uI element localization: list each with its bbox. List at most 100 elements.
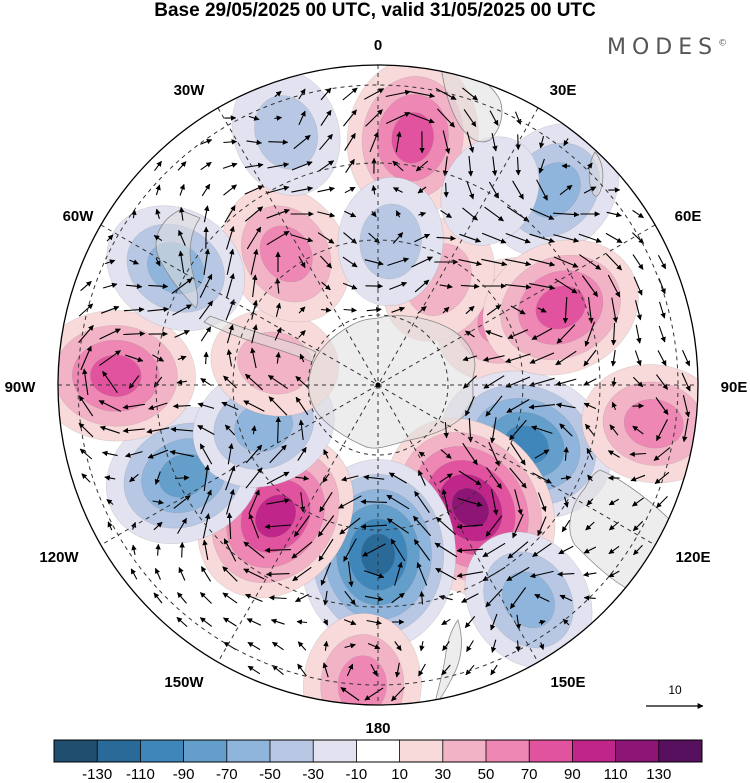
wind-arrow <box>655 397 669 415</box>
wind-arrow <box>489 110 499 126</box>
wind-arrow <box>489 417 497 444</box>
wind-arrow <box>248 115 260 121</box>
wind-arrow <box>245 444 263 464</box>
wind-arrow <box>440 209 452 219</box>
wind-arrow <box>537 516 547 537</box>
wind-arrow <box>179 183 185 196</box>
wind-arrow <box>486 304 502 316</box>
wind-arrow <box>343 538 357 562</box>
wind-arrow <box>658 301 666 319</box>
wind-arrow <box>244 185 264 195</box>
wind-arrow <box>657 254 667 270</box>
wind-arrow <box>490 489 499 516</box>
wind-arrow <box>81 473 91 483</box>
wind-arrow <box>274 115 283 121</box>
wind-arrow <box>170 426 193 433</box>
anomaly-cell <box>222 185 351 323</box>
wind-arrow <box>369 131 379 153</box>
wind-arrow <box>323 449 329 459</box>
wind-arrow <box>320 87 332 101</box>
wind-arrow <box>562 296 569 324</box>
wind-arrow <box>419 591 425 605</box>
wind-arrow <box>201 183 211 197</box>
wind-arrow <box>78 303 94 317</box>
wind-arrow <box>339 517 361 535</box>
wind-arrow <box>266 471 290 485</box>
wind-arrow <box>515 156 521 176</box>
colorbar-label: 30 <box>434 766 451 783</box>
wind-arrow <box>632 232 644 244</box>
lon-label-150e: 150E <box>550 674 585 691</box>
lon-label-180: 180 <box>365 720 390 737</box>
wind-arrow <box>147 449 169 459</box>
wind-arrow <box>583 378 597 386</box>
wind-arrow <box>463 109 477 128</box>
wind-arrow <box>155 184 161 196</box>
lon-label-30e: 30E <box>550 82 577 99</box>
wind-arrow <box>274 90 282 98</box>
wind-arrow <box>463 375 477 389</box>
wind-arrow <box>365 109 383 127</box>
wind-arrow <box>435 88 457 100</box>
wind-arrow <box>418 663 426 677</box>
wind-arrow <box>515 614 522 630</box>
wind-arrow <box>243 541 265 559</box>
wind-arrow <box>609 424 619 436</box>
wind-arrow <box>321 307 332 313</box>
wind-arrow <box>442 306 450 314</box>
wind-arrow <box>344 643 356 649</box>
wind-arrow <box>490 664 498 676</box>
wind-arrow <box>413 539 431 561</box>
wind-arrow <box>583 186 597 194</box>
wind-arrow <box>200 377 212 387</box>
wind-arrow <box>293 134 311 150</box>
colorbar-label: -130 <box>82 766 112 783</box>
wind-arrow <box>657 350 667 367</box>
wind-arrow <box>223 139 238 145</box>
wind-arrow <box>155 257 161 267</box>
wind-arrow <box>607 274 621 298</box>
wind-arrow <box>465 305 475 315</box>
colorbar-label: 50 <box>478 766 495 783</box>
wind-arrow <box>538 642 545 651</box>
wind-arrow <box>147 306 170 313</box>
wind-arrow <box>344 186 356 194</box>
wind-arrow <box>394 641 402 651</box>
wind-arrow <box>298 110 306 126</box>
wind-arrow <box>578 233 602 243</box>
wind-arrow <box>456 571 483 579</box>
wind-arrow <box>629 451 647 457</box>
wind-arrow <box>153 521 163 531</box>
wind-arrow <box>267 374 288 390</box>
wind-arrow <box>243 568 265 580</box>
lon-label-90e: 90E <box>721 379 748 396</box>
wind-arrow <box>223 617 237 627</box>
wind-arrow <box>264 523 292 530</box>
wind-arrow <box>458 470 482 486</box>
wind-arrow <box>225 299 235 321</box>
wind-arrow <box>442 641 450 652</box>
wind-arrow <box>364 88 385 100</box>
wind-arrow <box>555 378 577 387</box>
wind-arrow <box>632 376 644 388</box>
wind-arrow <box>505 353 531 364</box>
wind-arrow <box>459 233 482 243</box>
wind-arrow <box>635 324 642 344</box>
wind-arrow <box>200 326 212 342</box>
wind-arrow <box>553 211 580 218</box>
wind-arrow <box>586 447 594 460</box>
wind-arrow <box>319 491 333 513</box>
wind-arrow <box>559 184 573 196</box>
wind-arrow <box>203 205 210 223</box>
wind-arrow <box>505 284 532 290</box>
wind-arrow <box>563 496 569 508</box>
wind-arrow <box>122 427 145 434</box>
wind-arrow <box>466 131 475 153</box>
wind-arrow <box>224 424 236 436</box>
wind-arrow <box>484 206 504 222</box>
wind-arrow <box>102 370 118 394</box>
wind-arrow <box>465 664 475 676</box>
wind-arrow <box>296 619 308 625</box>
wind-arrow <box>392 187 403 193</box>
wind-arrow <box>681 349 691 367</box>
